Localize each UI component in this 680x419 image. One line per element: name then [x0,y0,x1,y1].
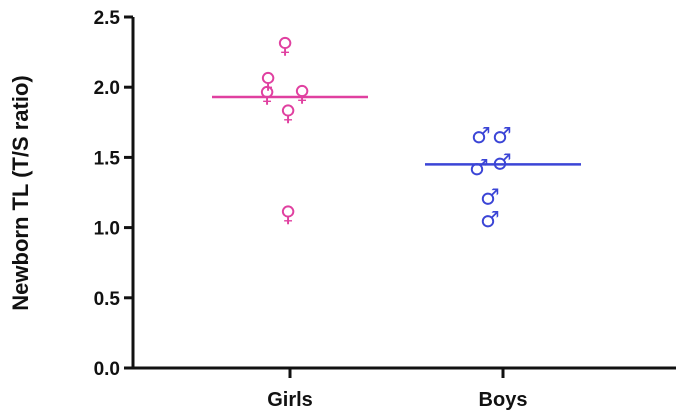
data-point-girls: ♀ [294,82,310,107]
data-point-boys: ♂ [471,124,491,149]
data-point-boys: ♂ [492,151,512,176]
y-tick-label: 2.5 [94,8,121,29]
data-point-boys: ♂ [480,186,500,211]
data-point-girls: ♀ [260,69,276,94]
data-point-girls: ♀ [280,101,296,126]
data-marks: ♀♀♀♀♀♀♂ ♂♂ ♂♂♂ [212,34,581,233]
y-tick-label: 2.0 [94,78,120,99]
x-tick-label-girls: Girls [267,389,313,411]
y-axis-title: Newborn TL (T/S ratio) [8,75,33,310]
y-tick-label: 0.5 [94,289,121,310]
y-tick-label: 1.5 [94,148,121,169]
x-tick-label-boys: Boys [479,389,528,411]
data-point-girls: ♀ [277,34,293,59]
y-tick-label: 1.0 [94,219,120,240]
data-point-boys: ♂ [469,156,489,181]
data-point-girls: ♀ [259,83,275,108]
data-point-girls: ♀ [280,203,296,228]
axes: 0.0 0.5 1.0 1.5 2.0 2.5 Girls Boys [94,8,676,411]
data-point-boys: ♂ [492,124,512,149]
data-point-boys: ♂ [480,208,500,233]
y-tick-label: 0.0 [94,359,120,380]
